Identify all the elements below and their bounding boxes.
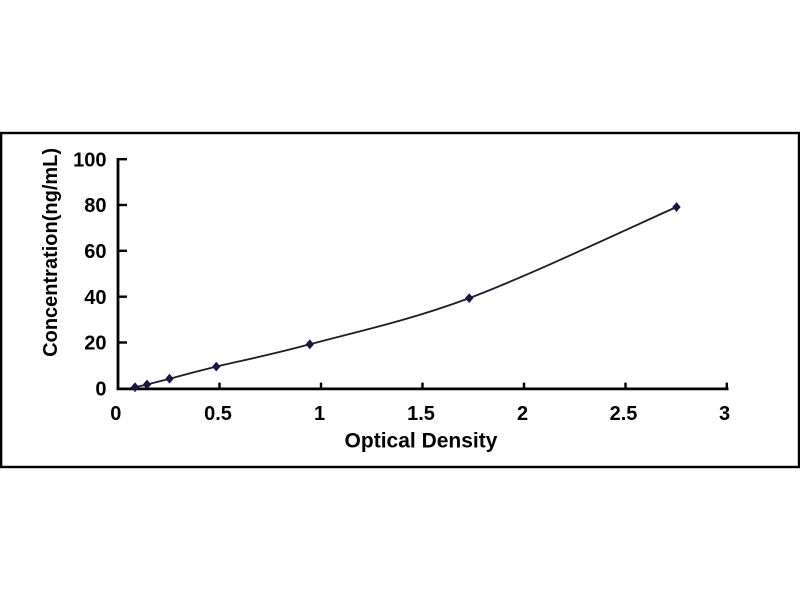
svg-text:2.5: 2.5: [610, 403, 638, 425]
svg-text:1.5: 1.5: [407, 403, 435, 425]
svg-text:0: 0: [110, 403, 121, 425]
svg-text:1: 1: [314, 403, 325, 425]
svg-text:80: 80: [84, 195, 106, 217]
svg-text:60: 60: [84, 241, 106, 263]
svg-text:40: 40: [84, 287, 106, 309]
svg-text:Optical Density: Optical Density: [345, 430, 498, 453]
svg-text:0: 0: [95, 379, 106, 401]
svg-text:2: 2: [517, 403, 528, 425]
svg-text:20: 20: [84, 333, 106, 355]
svg-text:100: 100: [73, 149, 106, 171]
svg-text:Concentration(ng/mL): Concentration(ng/mL): [40, 148, 62, 357]
svg-text:3: 3: [719, 403, 730, 425]
svg-text:0.5: 0.5: [204, 403, 232, 425]
